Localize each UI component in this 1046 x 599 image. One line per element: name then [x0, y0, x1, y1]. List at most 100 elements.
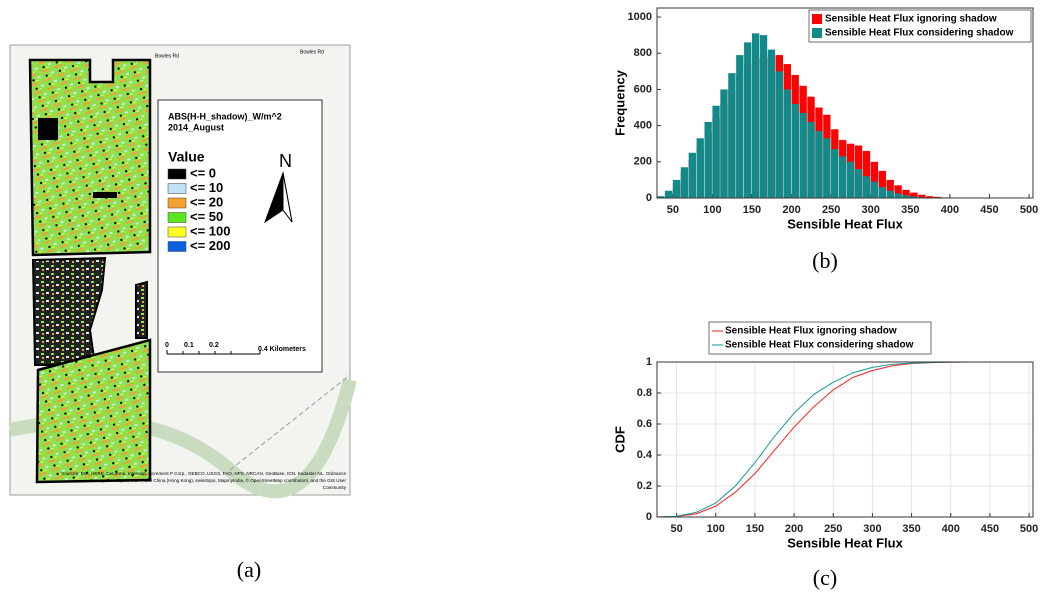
histogram-bar — [855, 169, 862, 198]
page: { "map": { "caption": "(a)", "road_label… — [0, 0, 1046, 599]
road-label: Bowles Rd — [155, 53, 179, 59]
histogram-bar — [681, 167, 688, 198]
y-tick-label: 0.6 — [637, 418, 652, 430]
histogram-bar — [768, 50, 775, 198]
legend-label: Sensible Heat Flux ignoring shadow — [825, 14, 997, 25]
attribution: Survey, Esri Japan, METI, Esri China (Ho… — [90, 477, 347, 483]
y-tick-label: 0.8 — [637, 387, 652, 399]
histogram-bar — [736, 55, 743, 198]
histogram-bar — [799, 113, 806, 198]
x-tick-label: 300 — [862, 204, 880, 216]
x-tick-label: 50 — [667, 204, 679, 216]
x-tick-label: 450 — [981, 523, 999, 535]
histogram-bar — [665, 191, 672, 198]
histogram-bar — [847, 162, 854, 198]
plot-area — [657, 362, 1033, 517]
histogram-bar — [839, 156, 846, 198]
histogram-bar — [712, 106, 719, 198]
x-tick-label: 350 — [901, 204, 919, 216]
x-tick-label: 150 — [746, 523, 764, 535]
legend-swatch — [812, 28, 822, 38]
legend-label: Sensible Heat Flux ignoring shadow — [725, 326, 897, 337]
legend-swatch — [812, 14, 822, 24]
legend-heading: Value — [168, 149, 205, 165]
histogram-bar — [823, 138, 830, 198]
scale-label: 0.1 — [184, 342, 194, 349]
histogram-bar — [807, 122, 814, 198]
map-panel: Bowles Rd Bowles Rd ABS(H-H_shadow)_W/m^… — [10, 45, 350, 582]
histogram-bar — [752, 33, 759, 198]
x-tick-label: 300 — [863, 523, 881, 535]
scale-label: 0 — [165, 342, 169, 349]
attribution: Community — [323, 485, 347, 490]
scale-label: 0.2 — [209, 342, 219, 349]
scale-label: 0.4 Kilometers — [258, 346, 306, 353]
y-tick-label: 0.2 — [637, 480, 652, 492]
legend-label: Sensible Heat Flux considering shadow — [825, 28, 1014, 39]
histogram-bar — [863, 176, 870, 198]
caption: (b) — [812, 248, 838, 273]
y-tick-label: 600 — [634, 83, 652, 95]
x-tick-label: 500 — [1020, 523, 1038, 535]
x-tick-label: 150 — [743, 204, 761, 216]
north-label: N — [279, 151, 292, 171]
legend-label: <= 0 — [190, 165, 216, 180]
legend-label: <= 20 — [190, 194, 223, 209]
histogram-bar — [894, 193, 901, 198]
caption: (c) — [813, 565, 837, 590]
legend-title: ABS(H-H_shadow)_W/m^2 — [168, 111, 282, 121]
legend-swatch — [168, 213, 186, 223]
histogram-bar — [744, 42, 751, 198]
x-tick-label: 400 — [942, 523, 960, 535]
x-tick-label: 500 — [1020, 204, 1038, 216]
histogram-bar — [697, 138, 704, 198]
legend-swatch — [168, 198, 186, 208]
legend-label: <= 200 — [190, 238, 231, 253]
histogram-bar — [673, 180, 680, 198]
y-tick-label: 200 — [634, 156, 652, 168]
legend-title: 2014_August — [168, 122, 224, 132]
y-tick-label: 0.4 — [637, 449, 653, 461]
histogram-bar — [879, 187, 886, 198]
x-axis-label: Sensible Heat Flux — [787, 535, 903, 550]
y-tick-label: 800 — [634, 47, 652, 59]
histogram-bar — [887, 191, 894, 198]
histogram-bar — [728, 73, 735, 198]
histogram-bar — [704, 122, 711, 198]
x-axis-label: Sensible Heat Flux — [787, 216, 903, 231]
legend-label: Sensible Heat Flux considering shadow — [725, 340, 914, 351]
attribution: Sources: Esri, HERE, DeLorme, Intermap, … — [61, 471, 346, 476]
x-tick-label: 250 — [824, 523, 842, 535]
histogram-bar — [776, 71, 783, 198]
legend-swatch — [168, 169, 186, 179]
legend-label: <= 100 — [190, 223, 231, 238]
figure: Bowles Rd Bowles Rd ABS(H-H_shadow)_W/m^… — [0, 0, 1046, 599]
road-label: Bowles Rd — [300, 49, 324, 55]
legend-swatch — [168, 184, 186, 194]
y-tick-label: 1000 — [628, 11, 652, 23]
y-tick-label: 0 — [646, 192, 652, 204]
x-tick-label: 200 — [782, 204, 800, 216]
histogram-bar — [871, 182, 878, 198]
x-tick-label: 100 — [707, 523, 725, 535]
x-tick-label: 50 — [670, 523, 682, 535]
histogram-bar — [792, 104, 799, 198]
y-axis-label: Frequency — [612, 69, 627, 136]
x-tick-label: 400 — [941, 204, 959, 216]
legend-swatch — [168, 227, 186, 237]
y-tick-label: 0 — [646, 511, 652, 523]
x-tick-label: 250 — [822, 204, 840, 216]
x-tick-label: 100 — [703, 204, 721, 216]
histogram-bar — [831, 149, 838, 198]
histogram-bar — [689, 153, 696, 198]
y-tick-label: 400 — [634, 120, 652, 132]
caption: (a) — [237, 557, 261, 582]
histogram-bar — [784, 89, 791, 198]
y-axis-label: CDF — [612, 426, 627, 453]
y-tick-label: 1 — [646, 356, 652, 368]
legend-swatch — [168, 242, 186, 252]
histogram-bar — [760, 35, 767, 198]
x-tick-label: 200 — [785, 523, 803, 535]
histogram-bar — [720, 89, 727, 198]
legend-label: <= 50 — [190, 209, 223, 224]
